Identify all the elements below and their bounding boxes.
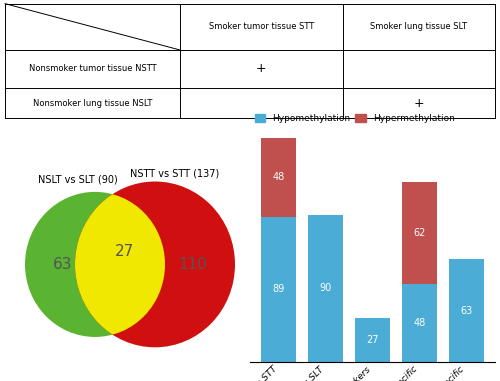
Legend: Hypomethylation, Hypermethylation: Hypomethylation, Hypermethylation [254, 114, 455, 123]
Bar [448, 259, 484, 362]
Text: +: + [256, 62, 266, 75]
Circle shape [25, 192, 165, 337]
Text: Smoker lung tissue SLT: Smoker lung tissue SLT [370, 22, 467, 31]
Bar [402, 182, 437, 283]
Text: Nonsmoker tumor tissue NSTT: Nonsmoker tumor tissue NSTT [28, 64, 156, 74]
Text: 48: 48 [414, 318, 426, 328]
Text: 110: 110 [178, 257, 207, 272]
Text: 63: 63 [460, 306, 472, 315]
Bar [402, 283, 437, 362]
Text: 90: 90 [320, 283, 332, 293]
Text: Smoker tumor tissue STT: Smoker tumor tissue STT [208, 22, 314, 31]
Bar [355, 318, 390, 362]
Text: Nonsmoker lung tissue NSLT: Nonsmoker lung tissue NSLT [33, 99, 152, 107]
Bar [261, 138, 296, 217]
Text: 89: 89 [272, 284, 285, 294]
Text: NSLT vs SLT (90): NSLT vs SLT (90) [38, 174, 117, 184]
Text: 27: 27 [116, 244, 134, 259]
Text: NSTT vs STT (137): NSTT vs STT (137) [130, 169, 220, 179]
Bar [308, 215, 343, 362]
Text: 48: 48 [272, 173, 285, 182]
Text: 63: 63 [53, 257, 72, 272]
Text: 27: 27 [366, 335, 379, 345]
Circle shape [75, 181, 235, 347]
Text: 62: 62 [413, 228, 426, 238]
Bar [261, 217, 296, 362]
Text: +: + [414, 96, 424, 109]
Circle shape [25, 192, 165, 337]
